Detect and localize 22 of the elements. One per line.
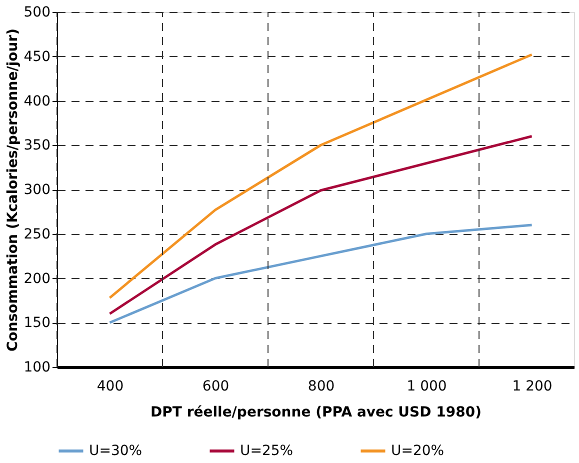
legend-label: U=20%	[391, 443, 444, 459]
x-tick-label: 1 000	[406, 378, 447, 394]
line-series	[108, 53, 534, 300]
y-tick-label: 100	[24, 360, 50, 376]
y-tick-label: 450	[24, 48, 50, 65]
y-tick-label: 200	[24, 270, 50, 287]
line-series	[108, 135, 534, 315]
y-tick-label: 400	[24, 93, 50, 110]
y-tick-label: 300	[24, 182, 50, 198]
legend-label: U=30%	[89, 443, 142, 459]
x-tick-label: 600	[202, 378, 230, 394]
y-axis-title: Consommation (Kcalories/personne/jour)	[4, 28, 21, 352]
x-axis-title: DPT réelle/personne (PPA avec USD 1980)	[150, 404, 482, 420]
y-tick-label: 250	[24, 226, 50, 242]
y-tick-label: 500	[24, 4, 50, 20]
line-series	[108, 224, 534, 324]
y-tick-label: 150	[24, 315, 50, 332]
y-tick-label: 350	[24, 138, 50, 154]
legend-label: U=25%	[240, 443, 294, 459]
x-tick-label: 400	[96, 378, 124, 394]
x-tick-label: 1 200	[512, 378, 552, 394]
x-tick-label: 800	[308, 378, 335, 394]
